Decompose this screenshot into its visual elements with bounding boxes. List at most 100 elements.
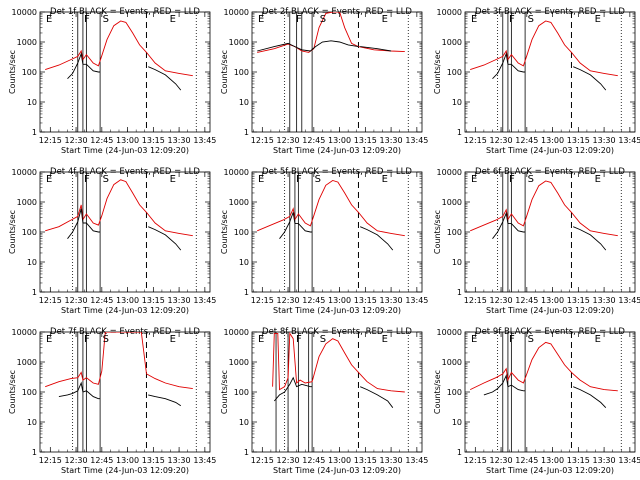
y-tick-label: 100 (22, 228, 37, 237)
y-tick-label: 10 (27, 258, 37, 267)
plot-frame (251, 11, 423, 133)
events-series-line (58, 381, 101, 400)
panel-title: Det 6f BLACK = Events, RED = LLD (475, 167, 625, 177)
interval-marker-label: S (103, 174, 109, 185)
chart-panel-1: Det 1f BLACK = Events, RED = LLD 1 10 100 10… (8, 7, 216, 155)
interval-marker-label: S (103, 334, 109, 345)
y-tick-label: 10000 (437, 168, 462, 177)
y-tick-label: 1 (457, 448, 462, 457)
interval-marker-label: F (509, 14, 515, 25)
x-tick-label: 13:00 (328, 456, 351, 465)
y-tick-label: 10 (239, 418, 249, 427)
y-tick-label: 10000 (224, 328, 249, 337)
y-tick-label: 1 (457, 128, 462, 137)
chart-panel-4: Det 4f BLACK = Events, RED = LLD 1 10 100 10… (8, 167, 216, 315)
x-tick-label: 13:30 (380, 456, 403, 465)
y-tick-label: 100 (447, 228, 462, 237)
x-axis-label: Start Time (24-Jun-03 12:09:20) (273, 466, 401, 475)
x-tick-label: 13:45 (618, 296, 640, 305)
x-tick-label: 13:00 (116, 136, 139, 145)
y-tick-label: 10 (452, 98, 462, 107)
y-tick-label: 1000 (17, 198, 37, 207)
x-tick-label: 13:15 (567, 296, 590, 305)
x-tick-label: 12:30 (490, 136, 513, 145)
plot-frame (464, 11, 636, 133)
y-tick-label: 1000 (229, 358, 249, 367)
y-axis-label: Counts/sec (8, 210, 17, 254)
y-tick-label: 100 (234, 228, 249, 237)
x-tick-label: 13:15 (567, 456, 590, 465)
y-tick-label: 1000 (442, 198, 462, 207)
y-axis-label: Counts/sec (220, 370, 229, 414)
y-tick-label: 10000 (12, 168, 37, 177)
x-tick-label: 13:30 (168, 456, 191, 465)
x-tick-label: 13:00 (116, 456, 139, 465)
interval-marker-label: S (320, 14, 326, 25)
interval-marker-label: E (471, 174, 477, 185)
interval-marker-label: E (595, 334, 601, 345)
x-tick-label: 12:45 (515, 136, 538, 145)
x-axis-label: Start Time (24-Jun-03 12:09:20) (486, 146, 614, 155)
events-series-line-tail (148, 226, 182, 251)
interval-marker-label: E (170, 174, 176, 185)
interval-marker-label: F (296, 334, 302, 345)
interval-marker-label: E (595, 14, 601, 25)
x-tick-label: 12:30 (277, 456, 300, 465)
x-tick-label: 13:15 (142, 456, 165, 465)
panel-title: Det 3f BLACK = Events, RED = LLD (475, 7, 625, 17)
plot-frame (39, 171, 211, 293)
y-tick-label: 1000 (442, 358, 462, 367)
interval-marker-label: E (46, 174, 52, 185)
events-series-line (492, 211, 526, 239)
x-tick-label: 12:45 (302, 456, 325, 465)
interval-marker-label: F (509, 334, 515, 345)
y-tick-label: 100 (22, 68, 37, 77)
x-tick-label: 13:15 (142, 296, 165, 305)
x-tick-label: 13:45 (405, 136, 428, 145)
chart-panel-9: Det 9f BLACK = Events, RED = LLD 1 10 100 10… (433, 327, 640, 475)
y-tick-label: 10 (239, 258, 249, 267)
y-tick-label: 1 (244, 448, 249, 457)
interval-marker-label: E (595, 174, 601, 185)
x-axis-label: Start Time (24-Jun-03 12:09:20) (273, 306, 401, 315)
y-tick-label: 1000 (442, 38, 462, 47)
x-tick-label: 12:45 (90, 456, 113, 465)
events-series-line (257, 40, 359, 52)
y-tick-label: 100 (447, 388, 462, 397)
x-tick-label: 13:45 (193, 136, 216, 145)
x-tick-label: 12:15 (464, 136, 487, 145)
interval-marker-label: F (84, 14, 90, 25)
lld-series-line (470, 20, 618, 77)
chart-panel-8: Det 8f BLACK = Events, RED = LLD 1 10 100 10… (220, 327, 428, 475)
x-tick-label: 13:45 (405, 456, 428, 465)
y-tick-label: 10000 (437, 328, 462, 337)
events-series-line (67, 52, 101, 80)
lld-series-line (470, 341, 618, 392)
plot-frame (251, 331, 423, 453)
y-tick-label: 100 (22, 388, 37, 397)
events-series-line-tail (148, 394, 182, 407)
interval-marker-label: E (471, 334, 477, 345)
interval-marker-label: E (46, 334, 52, 345)
y-tick-label: 1 (32, 128, 37, 137)
x-tick-label: 13:15 (567, 136, 590, 145)
y-tick-label: 1000 (229, 38, 249, 47)
interval-marker-label: E (258, 334, 264, 345)
y-tick-label: 1 (244, 128, 249, 137)
x-tick-label: 12:30 (490, 296, 513, 305)
y-tick-label: 10000 (12, 328, 37, 337)
events-series-line-tail (148, 66, 182, 91)
plot-frame (251, 171, 423, 293)
lld-series-line (45, 332, 193, 390)
events-series-line (279, 212, 313, 239)
interval-marker-label: S (315, 174, 321, 185)
x-tick-label: 13:45 (405, 296, 428, 305)
events-series-line-tail (573, 386, 607, 409)
x-tick-label: 12:30 (277, 136, 300, 145)
x-tick-label: 12:15 (39, 456, 62, 465)
